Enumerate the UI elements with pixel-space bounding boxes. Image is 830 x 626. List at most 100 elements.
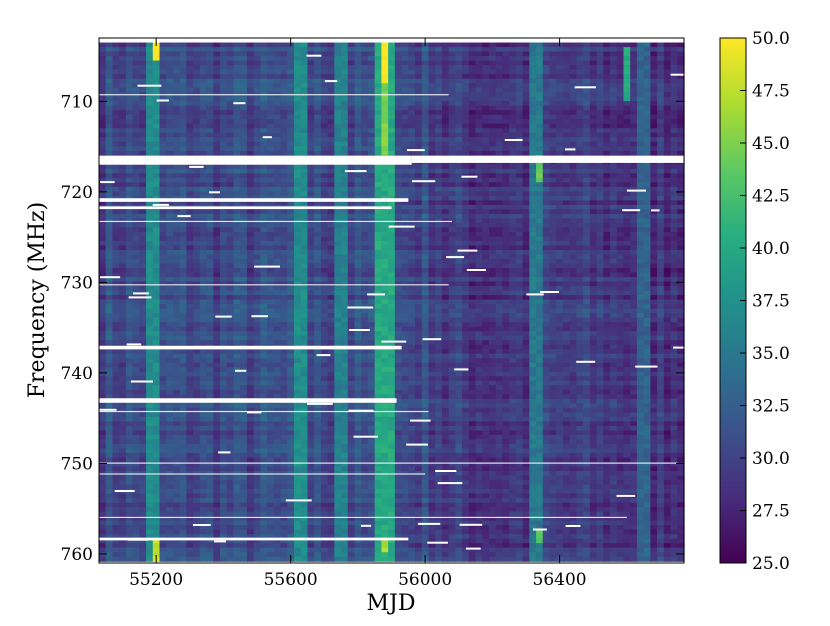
heatmap-cell xyxy=(314,412,322,418)
heatmap-cell xyxy=(260,353,268,359)
heatmap-cell xyxy=(388,245,396,251)
heatmap-cell xyxy=(287,105,295,111)
heatmap-cell xyxy=(320,443,329,450)
heatmap-cell xyxy=(139,308,147,314)
heatmap-cell xyxy=(179,421,188,427)
heatmap-cell xyxy=(132,42,140,48)
heatmap-cell xyxy=(125,407,134,413)
heatmap-cell xyxy=(341,308,349,314)
heatmap-cell xyxy=(199,191,208,197)
heatmap-cell xyxy=(206,489,214,495)
heatmap-cell xyxy=(186,376,194,382)
heatmap-cell xyxy=(381,394,389,400)
heatmap-cell xyxy=(213,51,221,57)
heatmap-cell xyxy=(240,141,248,147)
heatmap-cell xyxy=(354,186,362,192)
heatmap-cell xyxy=(314,358,322,364)
heatmap-cell xyxy=(112,466,120,472)
heatmap-cell xyxy=(199,281,208,287)
heatmap-cell xyxy=(287,534,295,540)
heatmap-cell xyxy=(280,443,288,450)
heatmap-cell xyxy=(146,191,154,197)
heatmap-cell xyxy=(159,489,167,495)
heatmap-cell xyxy=(172,65,181,71)
heatmap-cell xyxy=(273,552,282,558)
heatmap-cell xyxy=(260,272,268,278)
heatmap-cell xyxy=(146,493,154,499)
heatmap-cell xyxy=(334,317,342,323)
heatmap-cell xyxy=(186,128,194,134)
heatmap-cell xyxy=(233,168,241,174)
heatmap-cell xyxy=(367,119,376,125)
heatmap-cell xyxy=(314,313,322,319)
heatmap-cell xyxy=(186,119,194,125)
heatmap-cell xyxy=(206,200,214,206)
heatmap-cell xyxy=(287,425,295,431)
heatmap-cell xyxy=(246,538,255,544)
heatmap-cell xyxy=(287,227,295,233)
heatmap-cell xyxy=(172,358,181,364)
heatmap-cell xyxy=(172,281,181,287)
heatmap-cell xyxy=(240,173,248,179)
heatmap-cell xyxy=(320,110,329,116)
heatmap-cell xyxy=(267,511,275,517)
heatmap-cell xyxy=(367,421,376,427)
heatmap-cell xyxy=(213,259,221,265)
heatmap-cell xyxy=(367,498,376,504)
heatmap-cell xyxy=(294,186,302,192)
heatmap-cell xyxy=(381,209,389,215)
heatmap-cell xyxy=(327,186,335,192)
heatmap-cell xyxy=(341,137,349,143)
heatmap-cell xyxy=(112,380,120,386)
heatmap-cell xyxy=(166,425,174,431)
heatmap-cell xyxy=(320,259,329,265)
heatmap-cell xyxy=(125,425,134,431)
heatmap-cell xyxy=(172,286,181,292)
heatmap-cell xyxy=(112,304,120,310)
heatmap-cell xyxy=(193,96,201,102)
heatmap-cell xyxy=(361,186,369,192)
heatmap-cell xyxy=(347,362,356,368)
heatmap-cell xyxy=(179,439,188,445)
heatmap-cell xyxy=(361,96,369,102)
heatmap-cell xyxy=(253,83,261,89)
heatmap-cell xyxy=(267,507,275,513)
heatmap-cell xyxy=(273,281,282,287)
heatmap-cell xyxy=(213,547,221,553)
heatmap-cell xyxy=(246,286,255,292)
heatmap-cell xyxy=(314,416,322,422)
heatmap-cell xyxy=(341,186,349,192)
heatmap-cell xyxy=(152,222,161,229)
heatmap-cell xyxy=(172,263,181,269)
heatmap-cell xyxy=(327,439,335,445)
heatmap-cell xyxy=(172,493,181,499)
heatmap-cell xyxy=(99,322,107,328)
heatmap-cell xyxy=(307,213,315,220)
heatmap-cell xyxy=(381,416,389,422)
heatmap-cell xyxy=(112,87,120,93)
heatmap-cell xyxy=(172,475,181,481)
heatmap-cell xyxy=(273,376,282,382)
heatmap-cell xyxy=(280,475,288,481)
heatmap-cell xyxy=(280,403,288,409)
heatmap-cell xyxy=(374,308,383,314)
heatmap-cell xyxy=(99,547,107,553)
heatmap-cell xyxy=(273,96,282,102)
heatmap-cell xyxy=(159,507,167,513)
heatmap-cell xyxy=(334,245,342,251)
heatmap-cell xyxy=(199,110,208,116)
heatmap-cell xyxy=(361,65,369,71)
heatmap-cell xyxy=(226,434,235,441)
heatmap-cell xyxy=(119,552,127,558)
heatmap-cell xyxy=(152,240,161,247)
heatmap-cell xyxy=(267,484,275,490)
heatmap-cell xyxy=(152,304,161,310)
heatmap-cell xyxy=(294,286,302,292)
heatmap-cell xyxy=(199,69,208,75)
heatmap-cell xyxy=(361,254,369,260)
heatmap-cell xyxy=(119,326,127,332)
heatmap-cell xyxy=(125,240,134,247)
heatmap-cell xyxy=(132,507,140,513)
heatmap-cell xyxy=(240,322,248,328)
heatmap-cell xyxy=(300,209,309,215)
